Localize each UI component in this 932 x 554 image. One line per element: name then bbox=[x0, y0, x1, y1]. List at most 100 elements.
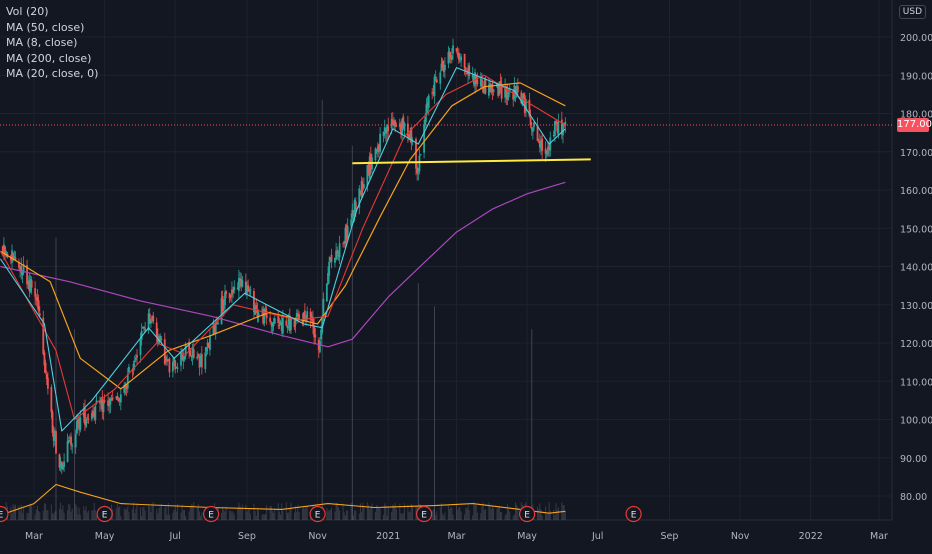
candle-body bbox=[128, 366, 130, 373]
candle-body bbox=[327, 273, 329, 285]
candle-body bbox=[214, 322, 217, 334]
candle-body bbox=[163, 339, 166, 364]
candle-body bbox=[441, 60, 444, 67]
earnings-marker[interactable]: E bbox=[96, 505, 113, 523]
candle-body bbox=[119, 394, 122, 403]
legend-ma20[interactable]: MA (20, close, 0) bbox=[6, 67, 99, 80]
candle-body bbox=[367, 164, 370, 176]
y-tick-label: 90.00 bbox=[900, 454, 927, 465]
candle-body bbox=[516, 86, 519, 93]
candle-body bbox=[262, 308, 265, 324]
candle-body bbox=[144, 328, 147, 331]
support-trendline bbox=[352, 158, 591, 165]
candle-body bbox=[115, 396, 118, 398]
candle-body bbox=[325, 283, 328, 302]
candle-body bbox=[77, 419, 79, 424]
candle-body bbox=[334, 257, 336, 263]
candle-body bbox=[337, 254, 340, 257]
candle-body bbox=[507, 92, 510, 94]
x-tick-label: Nov bbox=[308, 531, 327, 542]
candle-body bbox=[28, 280, 31, 291]
candle-body bbox=[143, 326, 145, 328]
earnings-marker[interactable]: E bbox=[625, 505, 642, 523]
candle-body bbox=[20, 265, 23, 273]
candle-body bbox=[544, 148, 547, 154]
candle-body bbox=[38, 313, 41, 316]
candle-body bbox=[489, 83, 491, 93]
candle-body bbox=[36, 297, 39, 302]
candle-body bbox=[166, 359, 169, 362]
candle-body bbox=[52, 430, 55, 441]
candle-body bbox=[84, 408, 86, 425]
candle-body bbox=[418, 155, 421, 172]
candle-body bbox=[37, 300, 40, 312]
candle-body bbox=[499, 80, 502, 87]
earnings-marker[interactable]: E bbox=[203, 505, 220, 523]
candle-body bbox=[175, 366, 178, 369]
candle-body bbox=[197, 354, 200, 357]
candle-body bbox=[330, 254, 333, 262]
candle-body bbox=[5, 251, 8, 255]
candle-body bbox=[408, 134, 410, 140]
candle-body bbox=[136, 355, 138, 358]
candle-body bbox=[515, 88, 518, 97]
candle-body bbox=[455, 48, 458, 52]
candle-body bbox=[247, 285, 250, 292]
candle-body bbox=[512, 90, 515, 100]
candle-body bbox=[253, 291, 255, 313]
earnings-marker[interactable]: E bbox=[0, 505, 9, 523]
candle-body bbox=[557, 120, 560, 134]
candle-body bbox=[181, 354, 184, 360]
candle-body bbox=[288, 315, 291, 332]
candle-body bbox=[184, 343, 187, 357]
x-tick-label: May bbox=[517, 531, 537, 542]
candle-body bbox=[270, 324, 273, 326]
svg-text:E: E bbox=[421, 511, 427, 521]
candle-body bbox=[255, 305, 258, 309]
candle-body bbox=[286, 326, 289, 329]
candle-body bbox=[354, 201, 357, 210]
y-tick-label: 110.00 bbox=[900, 377, 932, 388]
candle-body bbox=[1, 246, 4, 255]
candle-body bbox=[424, 117, 427, 125]
earnings-marker[interactable]: E bbox=[415, 505, 433, 523]
candle-body bbox=[248, 290, 251, 292]
candle-body bbox=[548, 145, 551, 149]
candle-body bbox=[174, 360, 177, 370]
y-tick-label: 160.00 bbox=[900, 186, 932, 197]
candle-body bbox=[297, 313, 299, 316]
candle-body bbox=[285, 320, 288, 326]
currency-button[interactable]: USD bbox=[898, 5, 926, 19]
earnings-marker[interactable]: E bbox=[309, 505, 326, 523]
candle-body bbox=[350, 219, 353, 227]
candle-body bbox=[497, 85, 500, 96]
candle-body bbox=[46, 377, 49, 389]
last-price-tag: 177.00 bbox=[897, 117, 932, 132]
candle-body bbox=[188, 341, 191, 351]
candle-body bbox=[426, 102, 429, 107]
candle-body bbox=[552, 134, 555, 136]
candle-body bbox=[116, 395, 119, 400]
candle-body bbox=[133, 360, 136, 363]
candle-body bbox=[431, 92, 434, 94]
legend-ma8[interactable]: MA (8, close) bbox=[6, 36, 78, 49]
candle-body bbox=[102, 401, 105, 413]
earnings-marker[interactable]: E bbox=[519, 505, 536, 523]
candle-body bbox=[78, 418, 81, 429]
candle-body bbox=[523, 95, 526, 113]
candle-body bbox=[62, 465, 64, 470]
legend-ma50[interactable]: MA (50, close) bbox=[6, 20, 85, 34]
candle-body bbox=[440, 63, 443, 71]
candle-body bbox=[272, 324, 275, 326]
candle-body bbox=[481, 79, 483, 87]
y-tick-label: 150.00 bbox=[900, 224, 932, 235]
candle-body bbox=[51, 411, 54, 433]
x-tick-label: Jul bbox=[591, 531, 603, 542]
y-tick-label: 140.00 bbox=[900, 263, 932, 274]
candle-body bbox=[463, 53, 466, 69]
ma20-line bbox=[0, 74, 566, 421]
legend-ma200[interactable]: MA (200, close) bbox=[6, 51, 92, 65]
legend-volume[interactable]: Vol (20) bbox=[6, 5, 49, 18]
